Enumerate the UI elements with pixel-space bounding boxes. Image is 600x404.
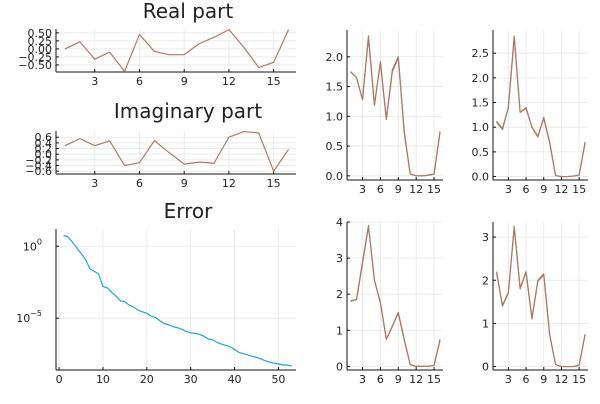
y-tick-label: 1 — [336, 324, 343, 337]
y-tick-label: 4 — [336, 216, 343, 229]
x-tick-label: 6 — [377, 183, 384, 196]
x-tick-label: 12 — [222, 75, 236, 88]
y-tick-label: 2.0 — [326, 51, 344, 64]
series-line — [496, 35, 586, 178]
y-tick-label: 0.0 — [35, 148, 53, 161]
y-tick-label: 2.0 — [472, 72, 490, 85]
x-tick-label: 9 — [395, 373, 402, 386]
y-tick-label: 10−5 — [16, 309, 42, 325]
panel-error: 0 10 20 30 40 50 100 10−5 Error — [16, 199, 296, 386]
y-tick-label: 0.0 — [472, 171, 490, 184]
y-tick-label: 0 — [336, 360, 343, 373]
series-line — [496, 36, 586, 178]
series-line — [495, 227, 586, 368]
x-tick-label: 12 — [222, 177, 236, 190]
panel-abs-top-right: 3 6 9 12 15 0.0 0.5 1.0 1.5 2.0 2.5 — [472, 30, 588, 196]
x-tick-label: 6 — [136, 75, 143, 88]
x-tick-label: 3 — [505, 183, 512, 196]
x-tick-label: 3 — [91, 75, 98, 88]
x-tick-label: 6 — [136, 177, 143, 190]
panel-title: Imaginary part — [114, 99, 262, 123]
x-tick-label: 15 — [267, 177, 281, 190]
y-tick-label: 1.0 — [326, 110, 344, 123]
x-tick-label: 15 — [572, 183, 586, 196]
x-tick-label: 12 — [554, 373, 568, 386]
x-tick-label: 3 — [505, 373, 512, 386]
x-tick-label: 15 — [572, 373, 586, 386]
x-tick-label: 9 — [540, 183, 547, 196]
x-tick-label: 20 — [140, 373, 154, 386]
x-tick-label: 3 — [359, 373, 366, 386]
series-line — [350, 37, 441, 177]
series-line — [63, 234, 292, 367]
x-tick-label: 3 — [359, 183, 366, 196]
x-tick-label: 15 — [427, 373, 441, 386]
y-tick-label: 3 — [482, 231, 489, 244]
y-tick-label: 1.5 — [472, 97, 490, 110]
x-tick-label: 12 — [409, 183, 423, 196]
x-tick-label: 9 — [181, 177, 188, 190]
series-line — [495, 225, 586, 368]
y-tick-label: 0.6 — [35, 131, 53, 144]
panel-abs-top-left: 3 6 9 12 15 0.0 0.5 1.0 1.5 2.0 — [326, 30, 443, 196]
series-line — [350, 225, 441, 367]
x-tick-label: 15 — [267, 75, 281, 88]
y-tick-label: 2.5 — [472, 47, 490, 60]
x-tick-label: 10 — [96, 373, 110, 386]
y-tick-label: 3 — [336, 252, 343, 265]
x-tick-label: 0 — [56, 373, 63, 386]
panel-real: 3 6 9 12 15 −0.50−0.250.000.250.50 Real part — [18, 0, 296, 88]
y-tick-label: −0.6 — [25, 165, 52, 178]
x-tick-label: 9 — [395, 183, 402, 196]
y-tick-label: −0.4 — [25, 160, 52, 173]
y-tick-label: 0.2 — [35, 143, 53, 156]
y-tick-label: 0.4 — [35, 137, 53, 150]
y-tick-label: 0.25 — [28, 35, 53, 48]
y-tick-label: 0.50 — [28, 27, 53, 40]
y-tick-label: 2 — [336, 288, 343, 301]
y-tick-label: 0.5 — [326, 140, 344, 153]
y-tick-label: 0.0 — [326, 170, 344, 183]
y-tick-label: 1.0 — [472, 121, 490, 134]
x-tick-label: 12 — [554, 183, 568, 196]
panel-imag: 3 6 9 12 15 −0.6−0.4−0.20.00.20.40.6 Imaginary… — [25, 99, 296, 190]
x-tick-label: 6 — [523, 183, 530, 196]
x-tick-label: 6 — [377, 373, 384, 386]
x-tick-label: 3 — [91, 177, 98, 190]
x-tick-label: 50 — [271, 373, 285, 386]
series-line — [64, 29, 290, 72]
y-tick-label: 1.5 — [326, 81, 344, 94]
y-tick-label: 0.00 — [28, 43, 53, 56]
panel-title: Error — [164, 199, 214, 223]
x-tick-label: 12 — [409, 373, 423, 386]
y-tick-label: −0.2 — [25, 154, 52, 167]
x-tick-label: 9 — [540, 373, 547, 386]
x-tick-label: 30 — [184, 373, 198, 386]
y-tick-label: 2 — [482, 274, 489, 287]
x-tick-label: 6 — [523, 373, 530, 386]
y-tick-label: 1 — [482, 317, 489, 330]
x-tick-label: 9 — [181, 75, 188, 88]
y-tick-label: −0.50 — [18, 59, 52, 72]
y-tick-label: 0.5 — [472, 146, 490, 159]
x-tick-label: 40 — [228, 373, 242, 386]
series-line — [350, 225, 441, 367]
y-tick-label: −0.25 — [18, 51, 52, 64]
y-tick-label: 0 — [482, 361, 489, 374]
x-tick-label: 15 — [427, 183, 441, 196]
panel-title: Real part — [143, 0, 234, 23]
series-line — [64, 130, 290, 172]
y-tick-label: 100 — [23, 237, 42, 253]
